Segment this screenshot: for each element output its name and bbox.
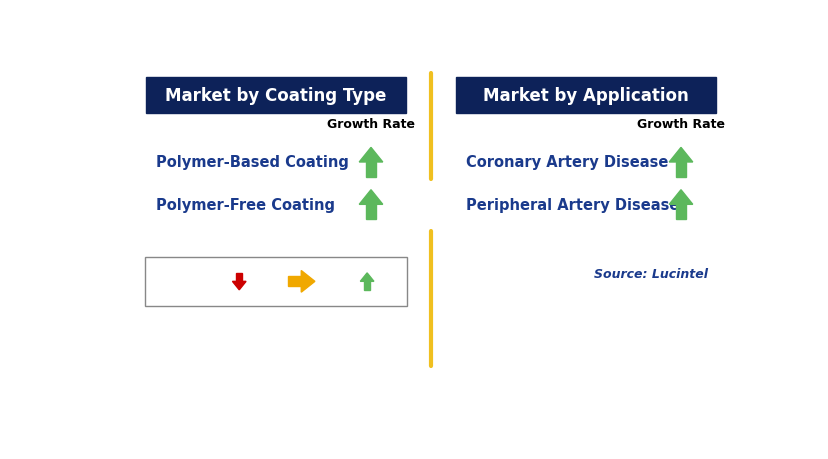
Text: Coronary Artery Disease: Coronary Artery Disease	[465, 155, 667, 170]
Polygon shape	[236, 273, 242, 282]
FancyBboxPatch shape	[455, 78, 715, 113]
Polygon shape	[301, 271, 315, 292]
Polygon shape	[668, 190, 692, 205]
FancyBboxPatch shape	[146, 78, 406, 113]
Polygon shape	[675, 162, 686, 177]
Text: <0%: <0%	[225, 288, 253, 298]
Text: Growth Rate: Growth Rate	[636, 118, 724, 131]
Text: Growth Rate: Growth Rate	[326, 118, 415, 131]
Text: Peripheral Artery Disease: Peripheral Artery Disease	[465, 197, 678, 213]
Polygon shape	[675, 205, 686, 219]
Polygon shape	[360, 273, 373, 282]
Text: Source: Lucintel: Source: Lucintel	[594, 268, 707, 280]
FancyBboxPatch shape	[145, 257, 407, 306]
Text: Market by Coating Type: Market by Coating Type	[165, 87, 387, 105]
Text: 0%-3%: 0%-3%	[282, 288, 320, 298]
Polygon shape	[359, 190, 383, 205]
Polygon shape	[363, 282, 370, 290]
Polygon shape	[365, 162, 376, 177]
Polygon shape	[232, 282, 246, 290]
Polygon shape	[668, 148, 692, 162]
Text: CAGR
(2024-30):: CAGR (2024-30):	[154, 267, 223, 297]
Text: Flat: Flat	[289, 266, 313, 276]
Polygon shape	[365, 205, 376, 219]
Text: Market by Application: Market by Application	[483, 87, 688, 105]
Text: Negative: Negative	[211, 266, 267, 276]
Polygon shape	[287, 277, 301, 286]
Text: Polymer-Based Coating: Polymer-Based Coating	[156, 155, 348, 170]
Text: Growing: Growing	[340, 266, 392, 276]
Text: Polymer-Free Coating: Polymer-Free Coating	[156, 197, 335, 213]
Polygon shape	[359, 148, 383, 162]
Text: >3%: >3%	[353, 288, 380, 298]
